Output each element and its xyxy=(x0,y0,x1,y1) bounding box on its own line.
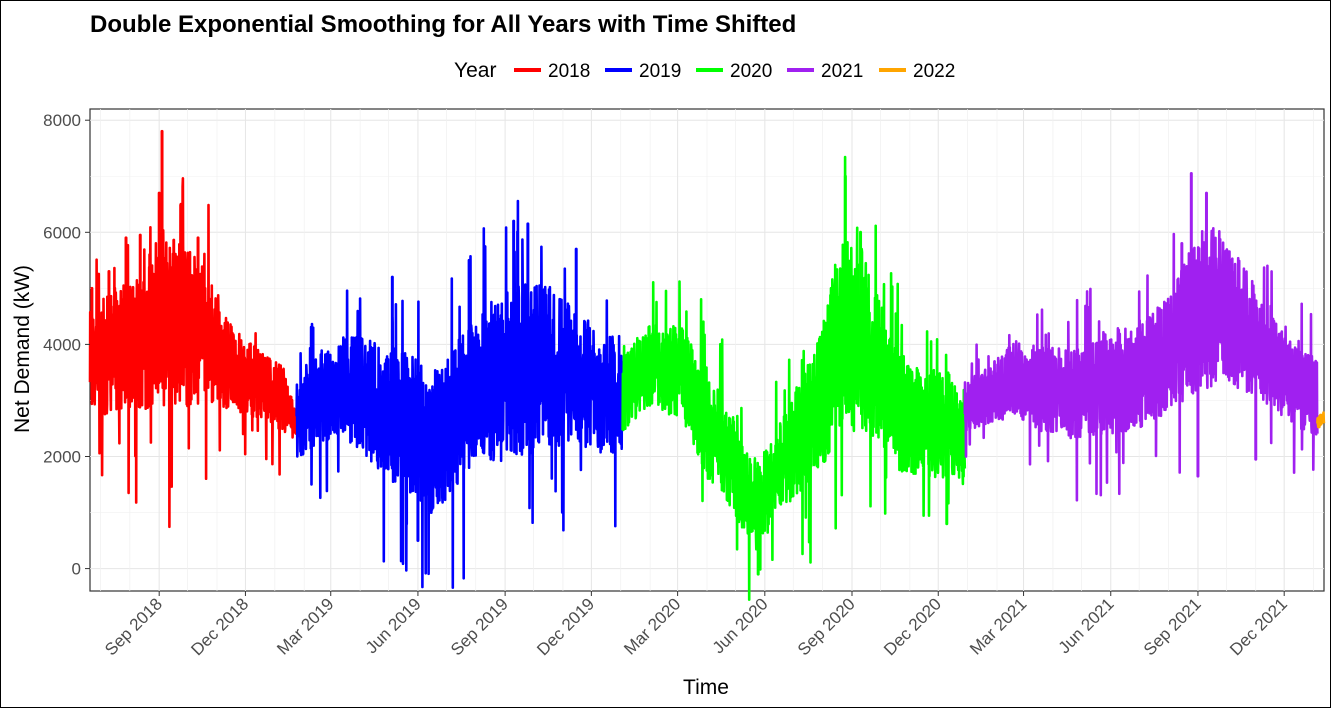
x-tick-label: Jun 2020 xyxy=(709,594,772,657)
series-line-2019 xyxy=(295,199,624,589)
legend-label-2020: 2020 xyxy=(730,61,772,82)
x-tick-label: Dec 2020 xyxy=(880,594,945,659)
x-tick-label: Dec 2018 xyxy=(187,594,252,659)
series-2021 xyxy=(963,227,1319,502)
series-line-2021 xyxy=(963,227,1319,502)
chart-title: Double Exponential Smoothing for All Yea… xyxy=(90,11,796,38)
y-tick-label: 4000 xyxy=(43,335,81,354)
x-tick-label: Sep 2018 xyxy=(101,594,166,659)
series-layer xyxy=(88,129,1326,601)
y-tick-label: 6000 xyxy=(43,223,81,242)
legend: Year 2018 2019 2020 2021 2022 xyxy=(454,59,955,82)
legend-label-2018: 2018 xyxy=(548,61,590,82)
x-tick-label: Jun 2019 xyxy=(362,594,425,657)
x-tick-label: Dec 2019 xyxy=(533,594,598,659)
y-tick-label: 0 xyxy=(72,560,81,579)
x-tick-label: Mar 2019 xyxy=(273,594,337,658)
x-tick-label: Mar 2020 xyxy=(620,594,684,658)
x-tick-label: Sep 2021 xyxy=(1140,594,1205,659)
x-tick-label: Mar 2021 xyxy=(966,594,1030,658)
y-tick-label: 2000 xyxy=(43,447,81,466)
series-2018 xyxy=(88,177,298,529)
y-axis-title: Net Demand (kW) xyxy=(11,265,34,433)
legend-title: Year xyxy=(454,59,496,82)
series-2019 xyxy=(295,199,624,589)
y-tick-label: 8000 xyxy=(43,111,81,130)
series-2020 xyxy=(621,155,967,601)
series-2022 xyxy=(1316,411,1326,429)
x-tick-label: Sep 2020 xyxy=(794,594,859,659)
x-tick-label: Dec 2021 xyxy=(1226,594,1291,659)
x-axis-title: Time xyxy=(683,676,729,699)
legend-label-2021: 2021 xyxy=(821,61,863,82)
x-tick-label: Jun 2021 xyxy=(1055,594,1118,657)
series-line-2018 xyxy=(88,177,298,529)
legend-label-2019: 2019 xyxy=(639,61,681,82)
x-tick-label: Sep 2019 xyxy=(447,594,512,659)
series-line-2022 xyxy=(1316,411,1326,429)
series-line-2020 xyxy=(621,155,967,601)
legend-label-2022: 2022 xyxy=(913,61,955,82)
